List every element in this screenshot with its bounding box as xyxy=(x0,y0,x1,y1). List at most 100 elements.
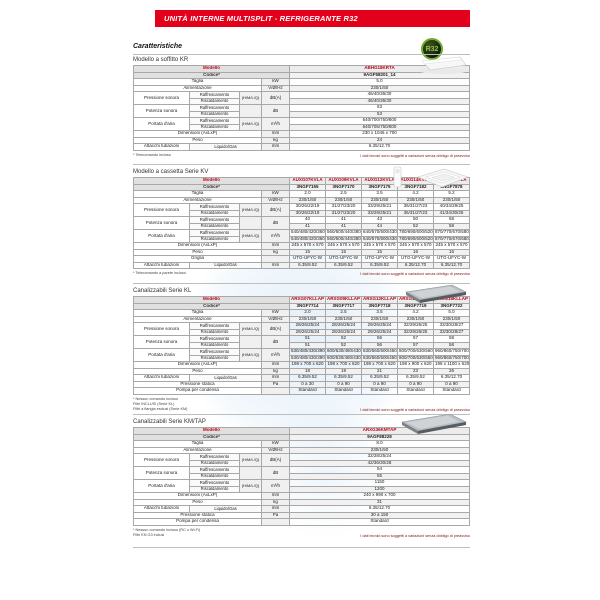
spec-cell-lbl: Pompa per condensa xyxy=(133,518,262,526)
spec-cell-val: UTG-UFYC-W xyxy=(361,255,398,263)
spec-cell-extra: (H/M/L/Q) xyxy=(239,229,262,243)
spec-cell-val: UTG-UFYC-W xyxy=(325,255,362,263)
spec-cell-unit: dB xyxy=(261,216,290,230)
spec-cell-extra xyxy=(239,216,262,230)
spec-cell-val: 630/560/500/450 xyxy=(361,348,398,356)
table-footnotes: * Telecomando a parete incluso I dati te… xyxy=(133,271,470,276)
spec-table-km-tap: Modello ARXG36KMTAP Codice* 9AGF88228 Taglia… xyxy=(133,427,470,526)
spec-cell-val: Standard xyxy=(289,387,326,395)
cassette-unit-image xyxy=(393,166,469,188)
spec-cell-model: AUXG09KVLA xyxy=(325,177,362,185)
spec-cell-unit: m³/h xyxy=(261,229,290,243)
banner-title: UNITÀ INTERNE MULTISPLIT - REFRIGERANTE … xyxy=(164,14,358,23)
spec-cell-lbl: Attacchi tubazioni xyxy=(133,143,190,151)
spec-cell-lbl: Portata d'aria xyxy=(133,348,190,362)
spec-cell-val: 6.35/9.52 xyxy=(289,261,326,269)
spec-cell-extra: (H/M/L/Q) xyxy=(239,322,262,336)
spec-cell-val: 6.35/12.70 xyxy=(433,261,470,269)
divider xyxy=(133,547,470,548)
section-heading: Modello a cassetta Serie KV xyxy=(133,169,209,175)
divider xyxy=(133,283,470,284)
spec-cell-val: 245 x 570 x 570 xyxy=(433,242,470,250)
spec-cell-val: UTG-UFYC-W xyxy=(397,255,434,263)
spec-cell-val: 870/770/670/580 xyxy=(433,235,470,243)
spec-cell-val: 6.35/12.70 xyxy=(289,143,470,151)
spec-cell-val: 198 x 700 x 620 xyxy=(289,361,326,369)
spec-cell-val: 600/530/480/430 xyxy=(325,354,362,362)
spec-cell-lbl: Pressione sonora xyxy=(133,91,190,105)
spec-cell-val: 780/690/600/520 xyxy=(397,235,434,243)
spec-cell-model: ARXG07KLLAP xyxy=(289,296,326,304)
section-cassetta-kv: Modello a cassetta Serie KV Modello AUXG0… xyxy=(133,166,470,276)
spec-cell-unit: dB xyxy=(261,104,290,118)
spec-cell-extra: (H/M/L/Q) xyxy=(239,348,262,362)
spec-cell-val: 198 x 700 x 620 xyxy=(325,361,362,369)
spec-cell-unit: m³/h xyxy=(261,348,290,362)
table-footnotes: * Nessun comando incluso (RC o Wi-Fi) Fi… xyxy=(133,528,470,538)
spec-cell-val: 560/500/440/380 xyxy=(325,235,362,243)
spec-cell-val: 800/700/630/560 xyxy=(397,348,434,356)
spec-cell-lbl: Attacchi tubazioni xyxy=(133,261,190,269)
spec-cell-extra xyxy=(239,335,262,349)
section-canalizzabili-kl: Canalizzabili Serie KL Modello ARXG07KLLA… xyxy=(133,284,470,412)
divider xyxy=(133,164,470,165)
page-title: Caratteristiche xyxy=(133,43,183,50)
spec-cell-val: 198 x 700 x 620 xyxy=(361,361,398,369)
spec-table-kl: Modello ARXG07KLLAP ARXG09KLLAP ARXG12KLLAP… xyxy=(133,296,470,395)
footnote-left: * Telecomando incluso xyxy=(133,152,171,157)
duct-unit-image xyxy=(405,284,467,303)
spec-cell-extra xyxy=(239,466,262,480)
spec-cell-val: Standard xyxy=(433,387,470,395)
page-banner: UNITÀ INTERNE MULTISPLIT - REFRIGERANTE … xyxy=(155,10,470,27)
footnote-left: Filtri INCLUSI (Serie KL) xyxy=(133,401,175,406)
spec-cell-model: ABHG18KRTA xyxy=(289,65,470,73)
footnote-left: * Nessun comando incluso xyxy=(133,396,178,401)
footnote-right: I dati tecnici sono soggetti a variazion… xyxy=(360,533,470,538)
spec-cell-val: 640/570/500/430 xyxy=(361,235,398,243)
spec-cell-val: Standard xyxy=(325,387,362,395)
spec-cell-model: ARXG09KLLAP xyxy=(325,296,362,304)
spec-cell-val: UTG-UFYC-W xyxy=(433,255,470,263)
spec-cell-unit: dB(A) xyxy=(261,453,290,467)
table-footnotes: * Nessun comando incluso Filtri INCLUSI … xyxy=(133,397,470,412)
spec-cell-lbl: Potenza sonora xyxy=(133,216,190,230)
spec-cell-val: 960/860/750/700 xyxy=(433,354,470,362)
section-soffitto-kr: Modello a soffitto KR Modello ABHG18KRTA C… xyxy=(133,56,470,158)
spec-cell-val: 53 xyxy=(289,104,470,112)
spec-cell-val: 870/770/670/580 xyxy=(433,229,470,237)
spec-cell-lbl: Pompa per condensa xyxy=(133,387,262,395)
spec-cell-val: Standard xyxy=(361,387,398,395)
spec-cell-val: 640/700/750/800 xyxy=(289,117,470,125)
section-heading: Canalizzabili Serie KL xyxy=(133,288,192,294)
spec-cell-lbl: Pressione sonora xyxy=(133,453,190,467)
spec-cell-val: 530/480/430/390 xyxy=(289,348,326,356)
spec-cell-lbl: Pressione sonora xyxy=(133,203,190,217)
spec-cell-sub: Liquido/Gas xyxy=(189,261,262,269)
duct-unit-image xyxy=(401,413,467,434)
spec-cell-val: Standard xyxy=(289,518,470,526)
spec-cell-sub: Riscaldamento xyxy=(189,110,240,118)
spec-cell-val: 46/40/36/30 xyxy=(289,97,470,105)
spec-cell-val: Standard xyxy=(397,387,434,395)
spec-cell-extra xyxy=(239,104,262,118)
spec-cell-lbl: Portata d'aria xyxy=(133,117,190,131)
spec-cell-val: 960/860/750/700 xyxy=(433,348,470,356)
spec-cell-model: ARXG12KLLAP xyxy=(361,296,398,304)
spec-cell-val: 245 x 570 x 570 xyxy=(325,242,362,250)
spec-cell-extra: (H/M/L/Q) xyxy=(239,91,262,105)
spec-cell-unit: dB(A) xyxy=(261,322,290,336)
spec-cell-sub: Liquido/Gas xyxy=(189,143,262,151)
ceiling-unit-image xyxy=(419,56,467,74)
spec-cell-unit xyxy=(261,518,290,526)
spec-cell-val: 6.35/9.52 xyxy=(325,261,362,269)
spec-table-kv: Modello AUXG07KVLA AUXG09KVLA AUXG12KVLA AUX… xyxy=(133,177,470,269)
spec-cell-extra: (H/M/L/Q) xyxy=(239,479,262,493)
spec-cell-val: 6.35/12.70 xyxy=(397,261,434,269)
spec-cell-unit: dB xyxy=(261,335,290,349)
spec-cell-lbl: Pressione sonora xyxy=(133,322,190,336)
spec-cell-unit: dB(A) xyxy=(261,203,290,217)
spec-table-kr: Modello ABHG18KRTA Codice* 9AGF58201_14 Tagl… xyxy=(133,65,470,151)
spec-cell-val: 780/690/600/520 xyxy=(397,229,434,237)
spec-cell-val: 540/480/420/360 xyxy=(289,235,326,243)
spec-cell-val: 230/1/50 xyxy=(289,84,470,92)
